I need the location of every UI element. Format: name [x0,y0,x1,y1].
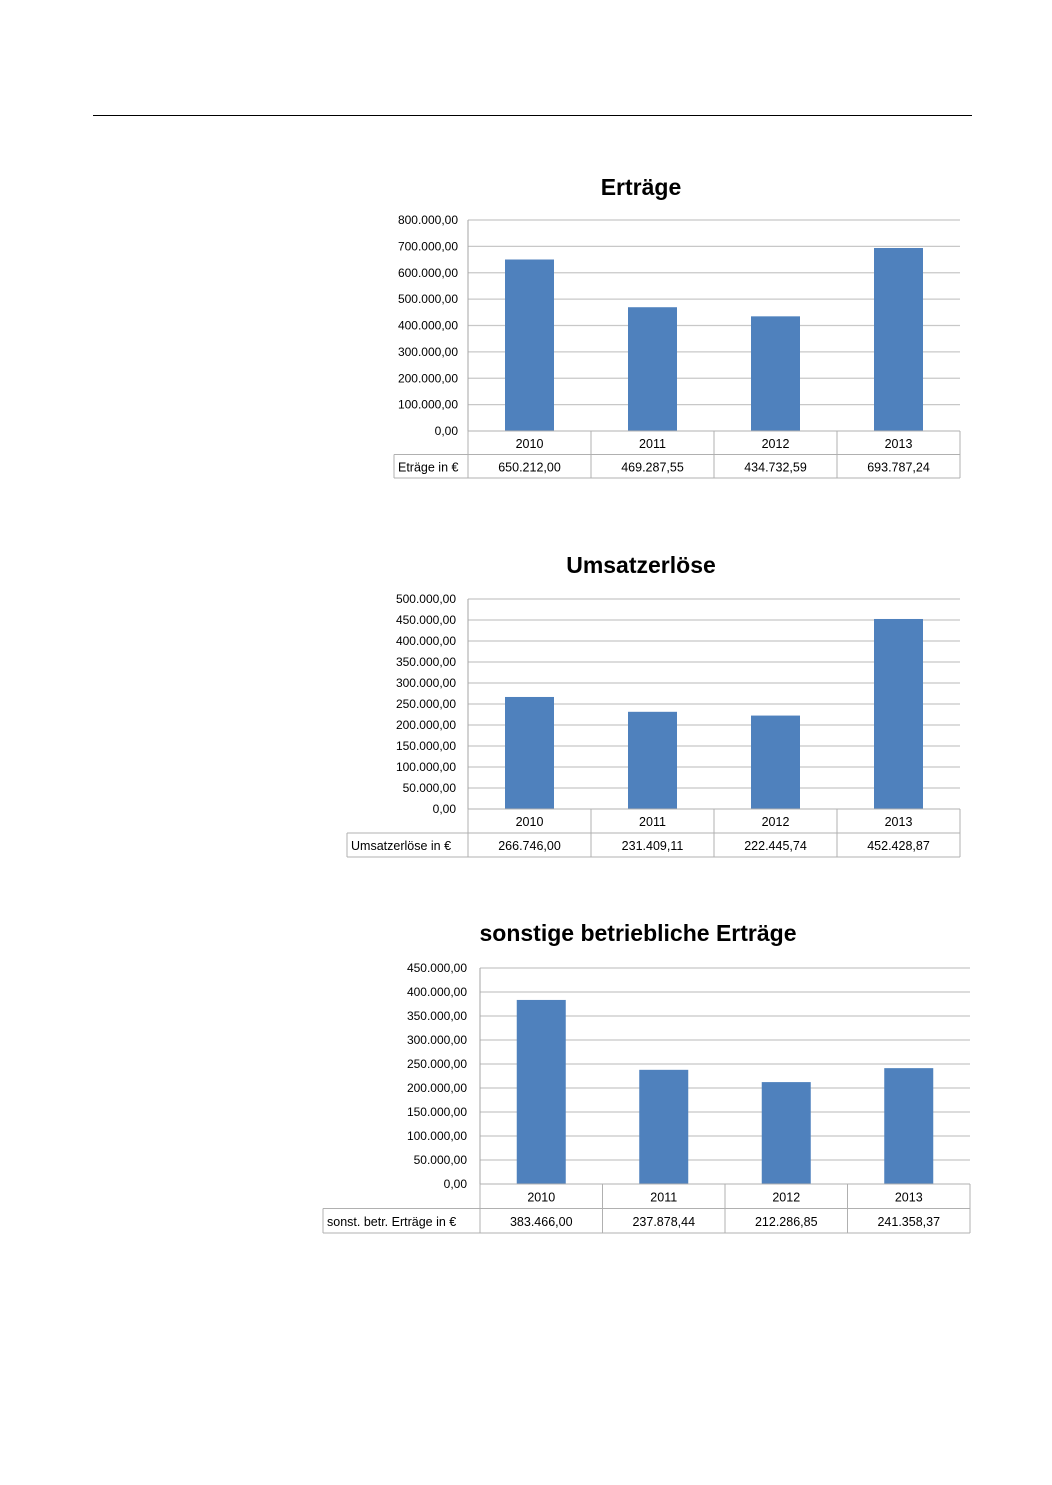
chart-1-value-label: 434.732,59 [744,460,807,474]
chart-1-y-tick-label: 300.000,00 [398,345,458,359]
chart-1-value-label: 650.212,00 [498,460,561,474]
chart-3-category-label: 2011 [650,1190,677,1204]
chart-2-bar-2010 [505,696,554,809]
chart-3-value-label: 237.878,44 [632,1215,695,1229]
chart-1-y-tick-label: 500.000,00 [398,292,458,306]
chart-1-y-tick-label: 200.000,00 [398,371,458,385]
chart-1-title: Erträge [601,174,682,200]
chart-1-value-label: 469.287,55 [621,460,684,474]
chart-3-y-tick-label: 350.000,00 [407,1009,467,1023]
chart-3-y-tick-label: 400.000,00 [407,985,467,999]
chart-3-bar-2013 [884,1068,934,1184]
chart-1-category-label: 2010 [516,437,544,451]
chart-1-y-tick-label: 600.000,00 [398,266,458,280]
chart-1-y-tick-label: 700.000,00 [398,239,458,253]
chart-2-y-tick-label: 400.000,00 [396,634,456,648]
chart-2-y-tick-label: 450.000,00 [396,613,456,627]
chart-2-y-tick-label: 350.000,00 [396,655,456,669]
chart-1-value-label: 693.787,24 [867,460,930,474]
chart-2-value-label: 222.445,74 [744,839,807,853]
chart-3-y-tick-label: 100.000,00 [407,1129,467,1143]
chart-2-category-label: 2013 [885,815,913,829]
chart-2-y-tick-label: 150.000,00 [396,739,456,753]
chart-1-y-tick-label: 400.000,00 [398,319,458,333]
chart-1-bar-2010 [505,259,554,431]
chart-3-y-tick-label: 0,00 [444,1177,468,1191]
chart-3-value-label: 383.466,00 [510,1215,573,1229]
chart-2-y-tick-label: 500.000,00 [396,592,456,606]
chart-1-category-label: 2012 [762,437,790,451]
chart-2-category-label: 2011 [639,815,666,829]
chart-1-category-label: 2011 [639,437,666,451]
chart-3-y-tick-label: 150.000,00 [407,1105,467,1119]
chart-1-y-tick-label: 800.000,00 [398,213,458,227]
chart-3-category-label: 2013 [895,1190,923,1204]
chart-3-bar-2010 [516,999,566,1184]
chart-1-category-label: 2013 [885,437,913,451]
chart-3-category-label: 2010 [527,1190,555,1204]
chart-2-value-label: 231.409,11 [622,839,684,853]
chart-2-bar-2011 [628,711,677,809]
chart-1-y-tick-label: 100.000,00 [398,398,458,412]
chart-1-bar-2012 [751,316,800,431]
chart-3-y-tick-label: 50.000,00 [414,1153,468,1167]
chart-3-series-name: sonst. betr. Erträge in € [327,1215,456,1229]
chart-3-title: sonstige betriebliche Erträge [480,920,797,946]
chart-2-bar-2012 [751,715,800,809]
chart-3-y-tick-label: 450.000,00 [407,961,467,975]
chart-2-y-tick-label: 200.000,00 [396,718,456,732]
chart-3-bar-2012 [761,1082,811,1184]
chart-1-bar-2011 [628,307,677,431]
chart-2-y-tick-label: 0,00 [433,802,457,816]
chart-3-y-tick-label: 200.000,00 [407,1081,467,1095]
chart-3-value-label: 241.358,37 [877,1215,940,1229]
chart-3-y-tick-label: 250.000,00 [407,1057,467,1071]
chart-2-title: Umsatzerlöse [566,552,716,578]
chart-2-bar-2013 [874,618,923,809]
header-rule [93,115,972,116]
chart-2-y-tick-label: 100.000,00 [396,760,456,774]
chart-3-value-label: 212.286,85 [755,1215,818,1229]
chart-3-y-tick-label: 300.000,00 [407,1033,467,1047]
chart-1-series-name: Eträge in € [398,460,459,474]
chart-2-series-name: Umsatzerlöse in € [351,839,451,853]
chart-3-category-label: 2012 [772,1190,800,1204]
chart-3-bar-2011 [639,1069,689,1184]
chart-2-y-tick-label: 300.000,00 [396,676,456,690]
chart-2-category-label: 2010 [516,815,544,829]
chart-1-y-tick-label: 0,00 [435,424,459,438]
chart-1-bar-2013 [874,248,923,431]
chart-2-y-tick-label: 250.000,00 [396,697,456,711]
chart-2-value-label: 452.428,87 [867,839,930,853]
chart-2-y-tick-label: 50.000,00 [403,781,457,795]
chart-2-value-label: 266.746,00 [498,839,561,853]
chart-2-category-label: 2012 [762,815,790,829]
